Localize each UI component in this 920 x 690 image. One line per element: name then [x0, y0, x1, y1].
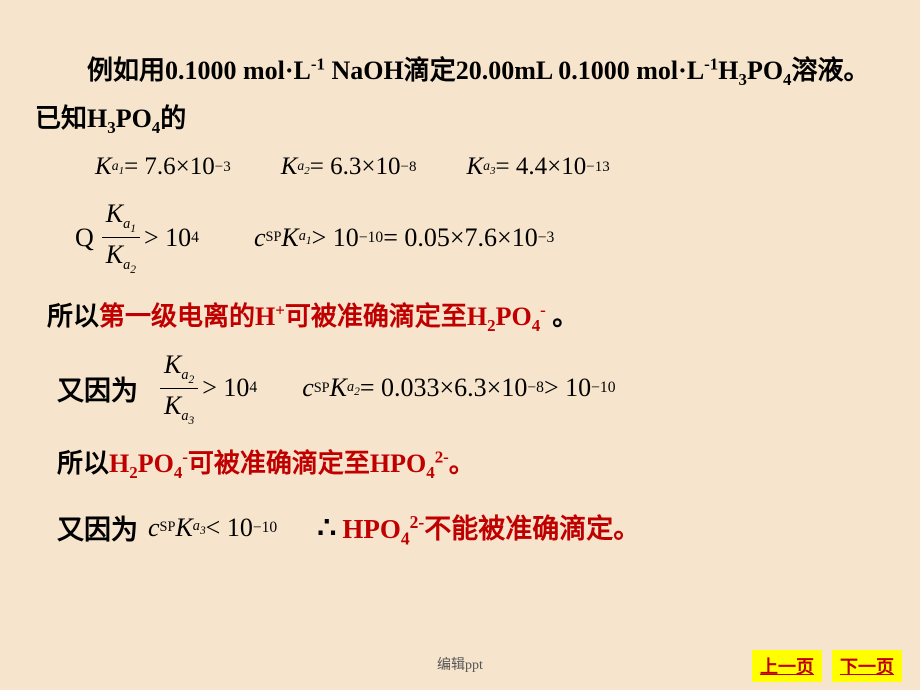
ratio1-equation: Q Ka1 Ka2 > 104 — [75, 199, 199, 276]
intro-text: 例如用0.1000 mol·L — [87, 56, 311, 85]
condition-row-2: 又因为 Ka2 Ka3 > 104 cSPKa2 = 0.033×6.3×10−… — [57, 350, 885, 427]
ratio2-equation: Ka2 Ka3 > 104 — [156, 350, 257, 427]
condition-row-1: Q Ka1 Ka2 > 104 cSPKa1 > 10−10 = 0.05×7.… — [75, 199, 885, 276]
slide-content: 例如用0.1000 mol·L-1 NaOH滴定20.00mL 0.1000 m… — [0, 0, 920, 549]
footer-label: 编辑ppt — [437, 654, 483, 674]
csp3-equation: cSPKa3 < 10−10 — [148, 513, 277, 543]
ka-values-row: Ka1 = 7.6×10−3 Ka2 = 6.3×10−8 Ka3 = 4.4×… — [95, 153, 885, 181]
c2-prefix: 又因为 — [57, 369, 138, 408]
ka3-equation: Ka3 = 4.4×10−13 — [466, 153, 609, 181]
csp2-equation: cSPKa2 = 0.033×6.3×10−8 > 10−10 — [302, 373, 615, 403]
intro-paragraph: 例如用0.1000 mol·L-1 NaOH滴定20.00mL 0.1000 m… — [35, 48, 885, 143]
conclusion-2: 所以H2PO4-可被准确滴定至HPO42-。 — [57, 441, 885, 489]
condition-row-3: 又因为 cSPKa3 < 10−10 ∴HPO42-不能被准确滴定。 — [57, 507, 885, 549]
next-page-button[interactable]: 下一页 — [832, 650, 902, 682]
conclusion-1: 所以第一级电离的H+可被准确滴定至H2PO4- 。 — [47, 294, 885, 342]
ka1-equation: Ka1 = 7.6×10−3 — [95, 153, 231, 181]
csp1-equation: cSPKa1 > 10−10 = 0.05×7.6×10−3 — [254, 223, 554, 253]
nav-buttons: 上一页 下一页 — [752, 650, 902, 682]
conclusion-3: ∴HPO42-不能被准确滴定。 — [317, 507, 640, 549]
c4-prefix: 又因为 — [57, 508, 138, 547]
intro-sup1: -1 — [311, 54, 325, 73]
therefore-symbol: ∴ — [317, 512, 336, 545]
ka2-equation: Ka2 = 6.3×10−8 — [281, 153, 417, 181]
prev-page-button[interactable]: 上一页 — [752, 650, 822, 682]
